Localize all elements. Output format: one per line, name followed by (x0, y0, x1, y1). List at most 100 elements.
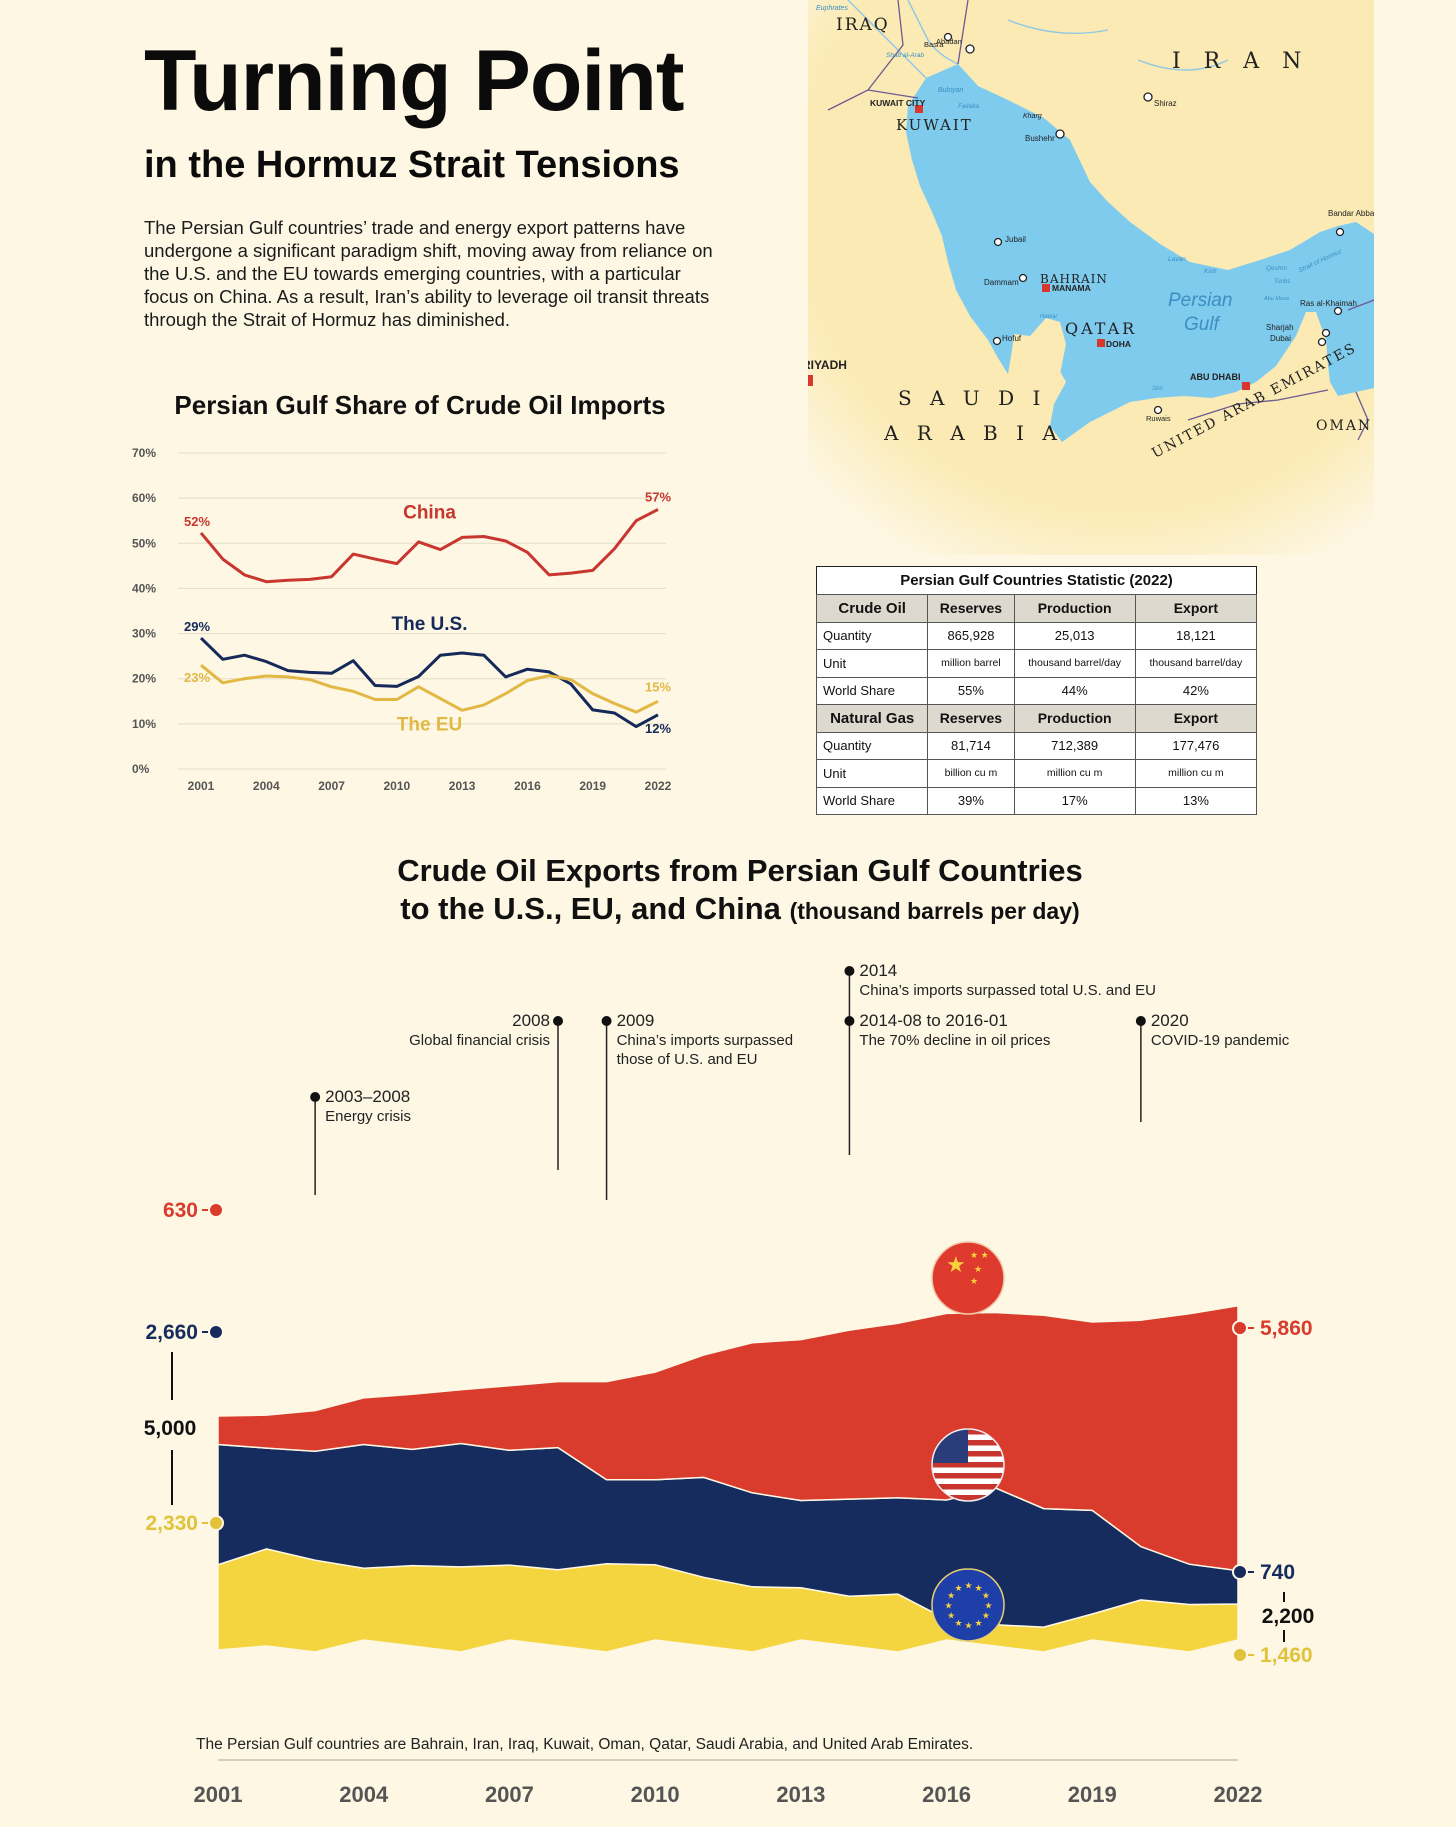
x-tick-label: 2016 (514, 779, 541, 793)
map-label-dubai: Dubai (1270, 334, 1291, 343)
svg-text:★: ★ (974, 1264, 982, 1274)
x-tick-label: 2010 (631, 1782, 680, 1807)
y-tick-label: 10% (132, 717, 156, 731)
statistic-table: Persian Gulf Countries Statistic (2022) … (815, 566, 1258, 815)
start-total-value: 5,000 (144, 1417, 197, 1440)
capital-markers (808, 105, 1250, 390)
x-tick-label: 2019 (579, 779, 606, 793)
map-label-bubiyan: Bubiyan (938, 87, 963, 94)
table-header-cell: Production (1013, 704, 1136, 733)
table-header-cell: Production (1013, 594, 1136, 623)
y-tick-label: 30% (132, 627, 156, 641)
table-cell: 13% (1134, 786, 1258, 815)
china-series-line (199, 508, 659, 584)
map-borders (827, 0, 1374, 441)
map-label-ruwais: Ruwais (1146, 414, 1171, 423)
event-annotation: 2014-08 to 2016-01 The 70% decline in oil… (844, 1011, 1050, 1049)
x-tick-label: 2022 (645, 779, 672, 793)
table-header-cell: Reserves (927, 704, 1015, 733)
map-label-shatt: Shatt al-Arab (886, 52, 924, 59)
svg-text:★ ★: ★ ★ (970, 1250, 989, 1260)
event-year: 2008 (512, 1011, 550, 1030)
eu-flag-icon: ★★★★★★★★★ ★ ★★ (931, 1568, 1005, 1642)
y-tick-label: 60% (132, 491, 156, 505)
y-tick-label: 70% (132, 446, 156, 460)
event-text: those of U.S. and EU (617, 1051, 758, 1068)
area-title-line1: Crude Oil Exports from Persian Gulf Coun… (397, 853, 1083, 888)
map-label-gulf: Gulf (1184, 314, 1221, 335)
map-label-kuwait: KUWAIT (896, 116, 973, 134)
china-end-label: 57% (645, 489, 671, 504)
end-combined-value: 2,200 (1262, 1605, 1315, 1628)
map-label-bandar-abbas: Bandar Abbas (1328, 209, 1374, 218)
svg-text:★: ★ (982, 1611, 990, 1621)
svg-text:1,460: 1,460 (1260, 1644, 1313, 1667)
event-annotation: 2020 COVID-19 pandemic (1135, 1011, 1290, 1122)
page-title: Turning Point (144, 33, 684, 129)
table-cell: 81,714 (927, 731, 1015, 760)
table-cell: World Share (815, 676, 929, 705)
table-row: Quantity 865,928 25,013 18,121 (815, 621, 1258, 650)
area-chart-title: Crude Oil Exports from Persian Gulf Coun… (280, 852, 1200, 930)
table-cell: 17% (1013, 786, 1136, 815)
event-annotation: 2008 Global financial crisis (409, 1011, 563, 1170)
statistic-table-title: Persian Gulf Countries Statistic (2022) (816, 566, 1257, 594)
map-label-kharg: Kharg (1023, 113, 1042, 120)
china-start-label: 52% (184, 514, 210, 529)
map-label-ras-al-khaimah: Ras al-Khaimah (1300, 299, 1357, 308)
table-cell: 25,013 (1013, 621, 1136, 650)
eu-series-label: The EU (397, 715, 462, 736)
us-end-value: 740 (1232, 1561, 1295, 1584)
map-label-sharjah: Sharjah (1266, 323, 1294, 332)
map-rivers (847, 0, 1229, 79)
map-label-failaka: Failaka (958, 103, 979, 110)
x-tick-label: 2007 (318, 779, 345, 793)
y-tick-label: 0% (132, 762, 150, 776)
svg-text:740: 740 (1260, 1561, 1295, 1584)
event-year: 2003–2008 (325, 1087, 410, 1106)
map-label-doha: DOHA (1106, 339, 1131, 349)
line-chart-title: Persian Gulf Share of Crude Oil Imports (174, 390, 666, 420)
x-tick-label: 2010 (384, 779, 411, 793)
map-label-jubail: Jubail (1005, 235, 1026, 244)
table-cell: thousand barrel/day (1013, 649, 1136, 678)
crude-oil-header-row: Crude Oil Reserves Production Export (815, 594, 1258, 623)
map-label-iraq: IRAQ (836, 15, 890, 35)
china-end-value: 5,860 (1232, 1317, 1313, 1340)
eu-end-label: 15% (645, 679, 671, 694)
table-cell: 44% (1013, 676, 1136, 705)
map-label-shiraz: Shiraz (1154, 99, 1177, 108)
eu-start-value: 2,330 (145, 1512, 224, 1535)
table-cell: 865,928 (927, 621, 1015, 650)
table-cell: million barrel (927, 649, 1015, 678)
svg-text:★: ★ (955, 1618, 963, 1628)
svg-text:630: 630 (163, 1199, 198, 1222)
eu-start-label: 23% (184, 670, 210, 685)
svg-text:★: ★ (965, 1621, 973, 1631)
map-label-persian: Persian (1168, 290, 1232, 311)
map-label-hofuf: Hofuf (1002, 334, 1022, 343)
svg-text:★: ★ (975, 1583, 983, 1593)
map-label-basra: Basra (924, 40, 944, 49)
event-year: 2014 (859, 961, 897, 980)
persian-gulf-map: IRAQ I R A N KUWAIT QATAR S A U D I A R … (808, 0, 1374, 555)
x-tick-label: 2007 (485, 1782, 534, 1807)
table-header-cell: Export (1134, 704, 1258, 733)
table-row: World Share 55% 44% 42% (815, 676, 1258, 705)
x-tick-label: 2001 (194, 1782, 243, 1807)
line-chart: 0% 10% 20% 30% 40% 50% 60% 70% 2001 2004 2007 2010 2… (132, 446, 672, 793)
map-label-abu-musa: Abu Musa (1263, 296, 1289, 302)
table-header-cell: Natural Gas (815, 704, 929, 733)
table-cell: million cu m (1134, 759, 1258, 788)
table-header-cell: Reserves (927, 594, 1015, 623)
event-text: Energy crisis (325, 1108, 411, 1125)
map-label-iran: I R A N (1172, 49, 1309, 74)
event-year: 2014-08 to 2016-01 (859, 1011, 1007, 1030)
us-series-line (199, 637, 659, 729)
svg-text:★: ★ (947, 1611, 955, 1621)
table-cell: 39% (927, 786, 1015, 815)
svg-text:2,660: 2,660 (145, 1321, 198, 1344)
map-label-bushehr: Bushehr (1025, 134, 1055, 143)
svg-text:★: ★ (946, 1252, 966, 1277)
